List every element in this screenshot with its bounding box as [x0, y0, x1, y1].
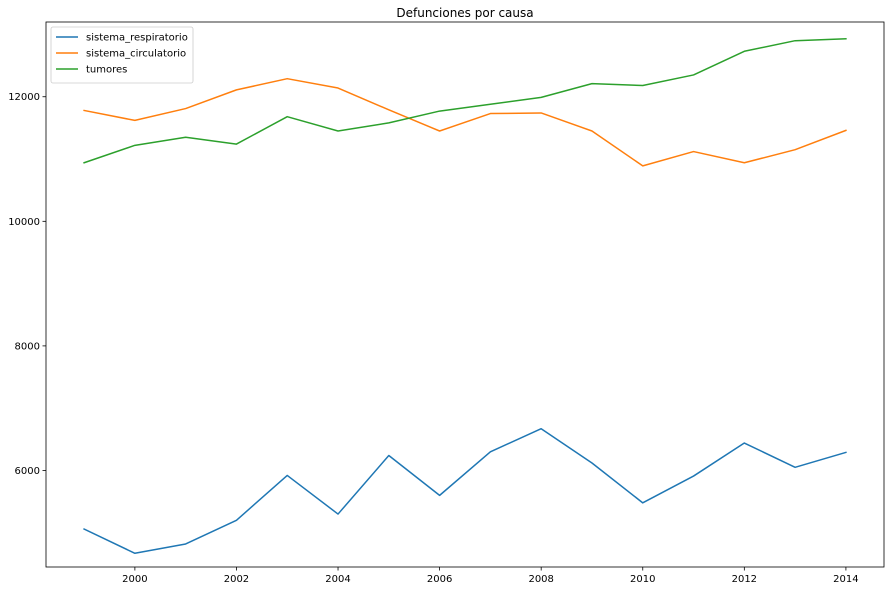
y-tick-label: 6000 [15, 466, 40, 477]
x-tick-label: 2014 [833, 574, 858, 585]
x-tick-label: 2010 [630, 574, 655, 585]
y-tick-label: 12000 [8, 92, 40, 103]
legend-label-tumores: tumores [86, 65, 127, 76]
legend: sistema_respiratorio sistema_circulatorio… [50, 26, 194, 84]
series-line-tumores [83, 38, 847, 164]
x-tick-label: 2006 [427, 574, 452, 585]
y-tick-label: 10000 [8, 217, 40, 228]
series-line-sistema-circulatorio [83, 77, 847, 167]
legend-label-sistema-circulatorio: sistema_circulatorio [86, 49, 186, 60]
x-tick-label: 2008 [528, 574, 553, 585]
legend-label-sistema-respiratorio: sistema_respiratorio [86, 33, 188, 44]
x-tick-label: 2012 [732, 574, 757, 585]
x-tick-label: 2002 [224, 574, 249, 585]
series-line-sistema-respiratorio [83, 427, 847, 555]
y-axis: 6000 8000 10000 12000 [8, 92, 46, 477]
legend-box [50, 26, 194, 84]
x-tick-label: 2000 [122, 574, 147, 585]
chart-title: Defunciones por causa [396, 6, 533, 20]
y-tick-label: 8000 [15, 341, 40, 352]
series-layer [83, 38, 847, 555]
plot-area-frame [45, 21, 885, 568]
x-tick-label: 2004 [325, 574, 350, 585]
x-axis: 2000 2002 2004 2006 2008 2010 2012 2014 [122, 567, 859, 585]
